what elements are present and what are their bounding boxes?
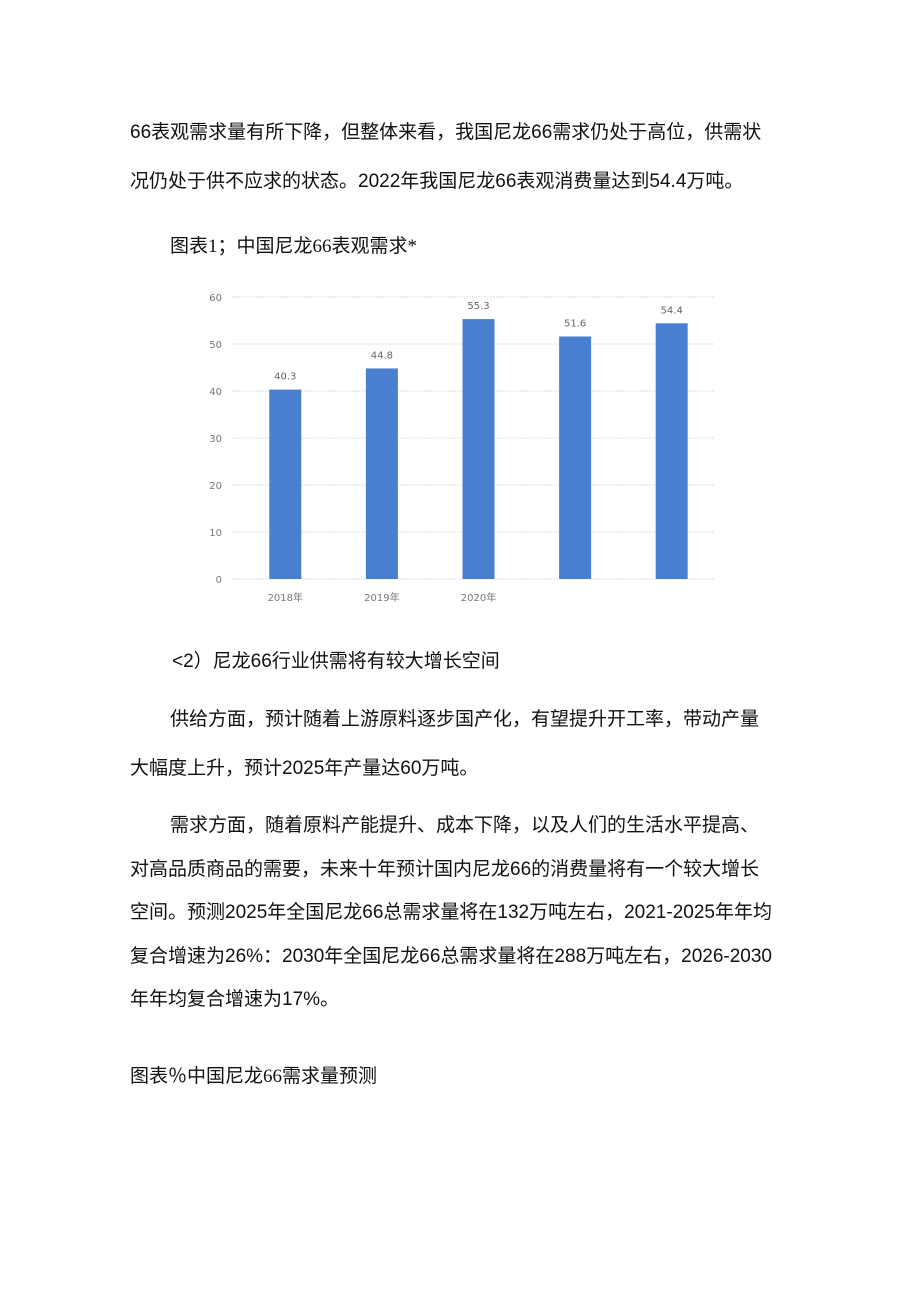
section-heading: <2）尼龙66行业供需将有较大增长空间	[172, 651, 500, 672]
x-tick-label: 2018年	[268, 591, 303, 604]
y-tick-label: 50	[209, 340, 222, 351]
x-tick-label: 2019年	[364, 591, 399, 604]
data-label: 55.3	[467, 301, 489, 312]
y-tick-label: 60	[209, 293, 222, 304]
paragraph-line: 对高品质商品的需要，未来十年预计国内尼龙66的消费量将有一个较大增长	[130, 859, 760, 880]
y-tick-label: 0	[216, 575, 222, 586]
x-tick-label: 2020年	[461, 591, 496, 604]
paragraph-line: 供给方面，预计随着上游原料逐步国产化，有望提升开工率，带动产量	[170, 709, 760, 730]
bar	[365, 368, 398, 579]
bar-chart: 0 10 20 30 40 50 60 40.3 2018年 44.8 2019年 55.3 2020年…	[200, 283, 720, 608]
data-label: 40.3	[274, 372, 296, 383]
paragraph-line: 66表观需求量有所下降，但整体来看，我国尼龙66需求仍处于高位，供需状	[130, 122, 762, 143]
paragraph-line: 空间。预测2025年全国尼龙66总需求量将在132万吨左右，2021-2025年…	[130, 902, 772, 923]
data-label: 54.4	[661, 305, 683, 316]
data-label: 44.8	[371, 350, 393, 361]
figure-caption: 图表％中国尼龙66需求量预测	[130, 1066, 378, 1087]
bar	[655, 323, 688, 579]
bar	[462, 319, 495, 579]
chart-svg: 0 10 20 30 40 50 60 40.3 2018年 44.8 2019年 55.3 2020年…	[209, 293, 715, 604]
y-tick-label: 20	[209, 481, 222, 492]
paragraph-line: 况仍处于供不应求的状态。2022年我国尼龙66表观消费量达到54.4万吨。	[130, 171, 744, 192]
y-tick-label: 40	[209, 387, 222, 398]
paragraph-line: 复合增速为26%：2030年全国尼龙66总需求量将在288万吨左右，2026-2…	[130, 946, 772, 967]
paragraph-line: 需求方面，随着原料产能提升、成本下降，以及人们的生活水平提高、	[170, 815, 760, 836]
paragraph-line: 大幅度上升，预计2025年产量达60万吨。	[130, 758, 479, 779]
y-tick-label: 30	[209, 434, 222, 445]
data-label: 51.6	[564, 318, 586, 329]
bar	[559, 336, 592, 579]
y-tick-label: 10	[209, 528, 222, 539]
figure-caption: 图表1；中国尼龙66表观需求*	[170, 236, 418, 257]
paragraph-line: 年年均复合增速为17%。	[130, 989, 340, 1010]
bar	[269, 389, 302, 579]
